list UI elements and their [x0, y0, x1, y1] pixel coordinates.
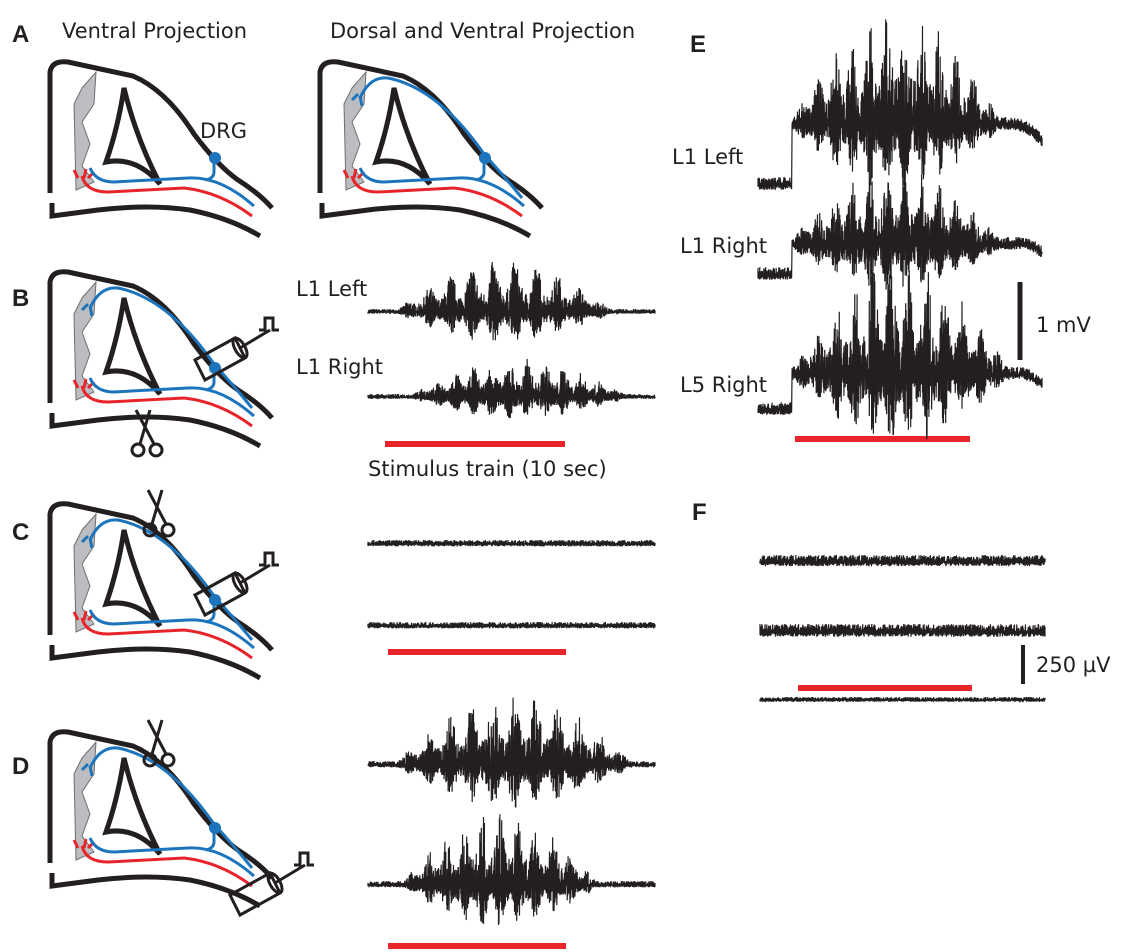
electrode	[193, 316, 281, 382]
trace-label: L5 Right	[680, 373, 767, 397]
scale-label: 1 mV	[1036, 313, 1091, 337]
panel-letter: C	[12, 519, 29, 546]
electrode	[228, 851, 316, 917]
panel-letter: D	[12, 753, 29, 780]
trace-label: L1 Left	[672, 145, 743, 169]
scale-label: 250 µV	[1036, 653, 1111, 677]
column-title: Dorsal and Ventral Projection	[330, 19, 635, 43]
traces	[367, 19, 1046, 926]
stimulus-label: Stimulus train (10 sec)	[368, 457, 607, 481]
panel-letter: B	[12, 285, 29, 312]
trace	[759, 623, 1046, 637]
trace	[759, 554, 1046, 567]
trace	[757, 174, 1043, 290]
electrode	[193, 551, 281, 617]
schematic	[50, 272, 272, 446]
trace	[367, 621, 656, 630]
schematic	[50, 62, 272, 236]
trace	[367, 261, 656, 341]
panel-letter: A	[12, 21, 29, 48]
trace	[757, 19, 1043, 190]
trace	[367, 697, 656, 808]
drg-label: DRG	[200, 119, 247, 143]
panel-letter: E	[690, 31, 706, 58]
column-title: Ventral Projection	[62, 19, 247, 43]
trace-label: L1 Left	[296, 277, 367, 301]
schematic	[320, 62, 542, 236]
trace	[367, 358, 656, 419]
trace-label: L1 Right	[680, 234, 767, 258]
trace	[757, 263, 1043, 440]
trace-label: L1 Right	[296, 355, 383, 379]
trace	[367, 814, 656, 926]
trace	[367, 539, 656, 548]
trace	[759, 696, 1046, 704]
panel-letter: F	[692, 499, 707, 526]
